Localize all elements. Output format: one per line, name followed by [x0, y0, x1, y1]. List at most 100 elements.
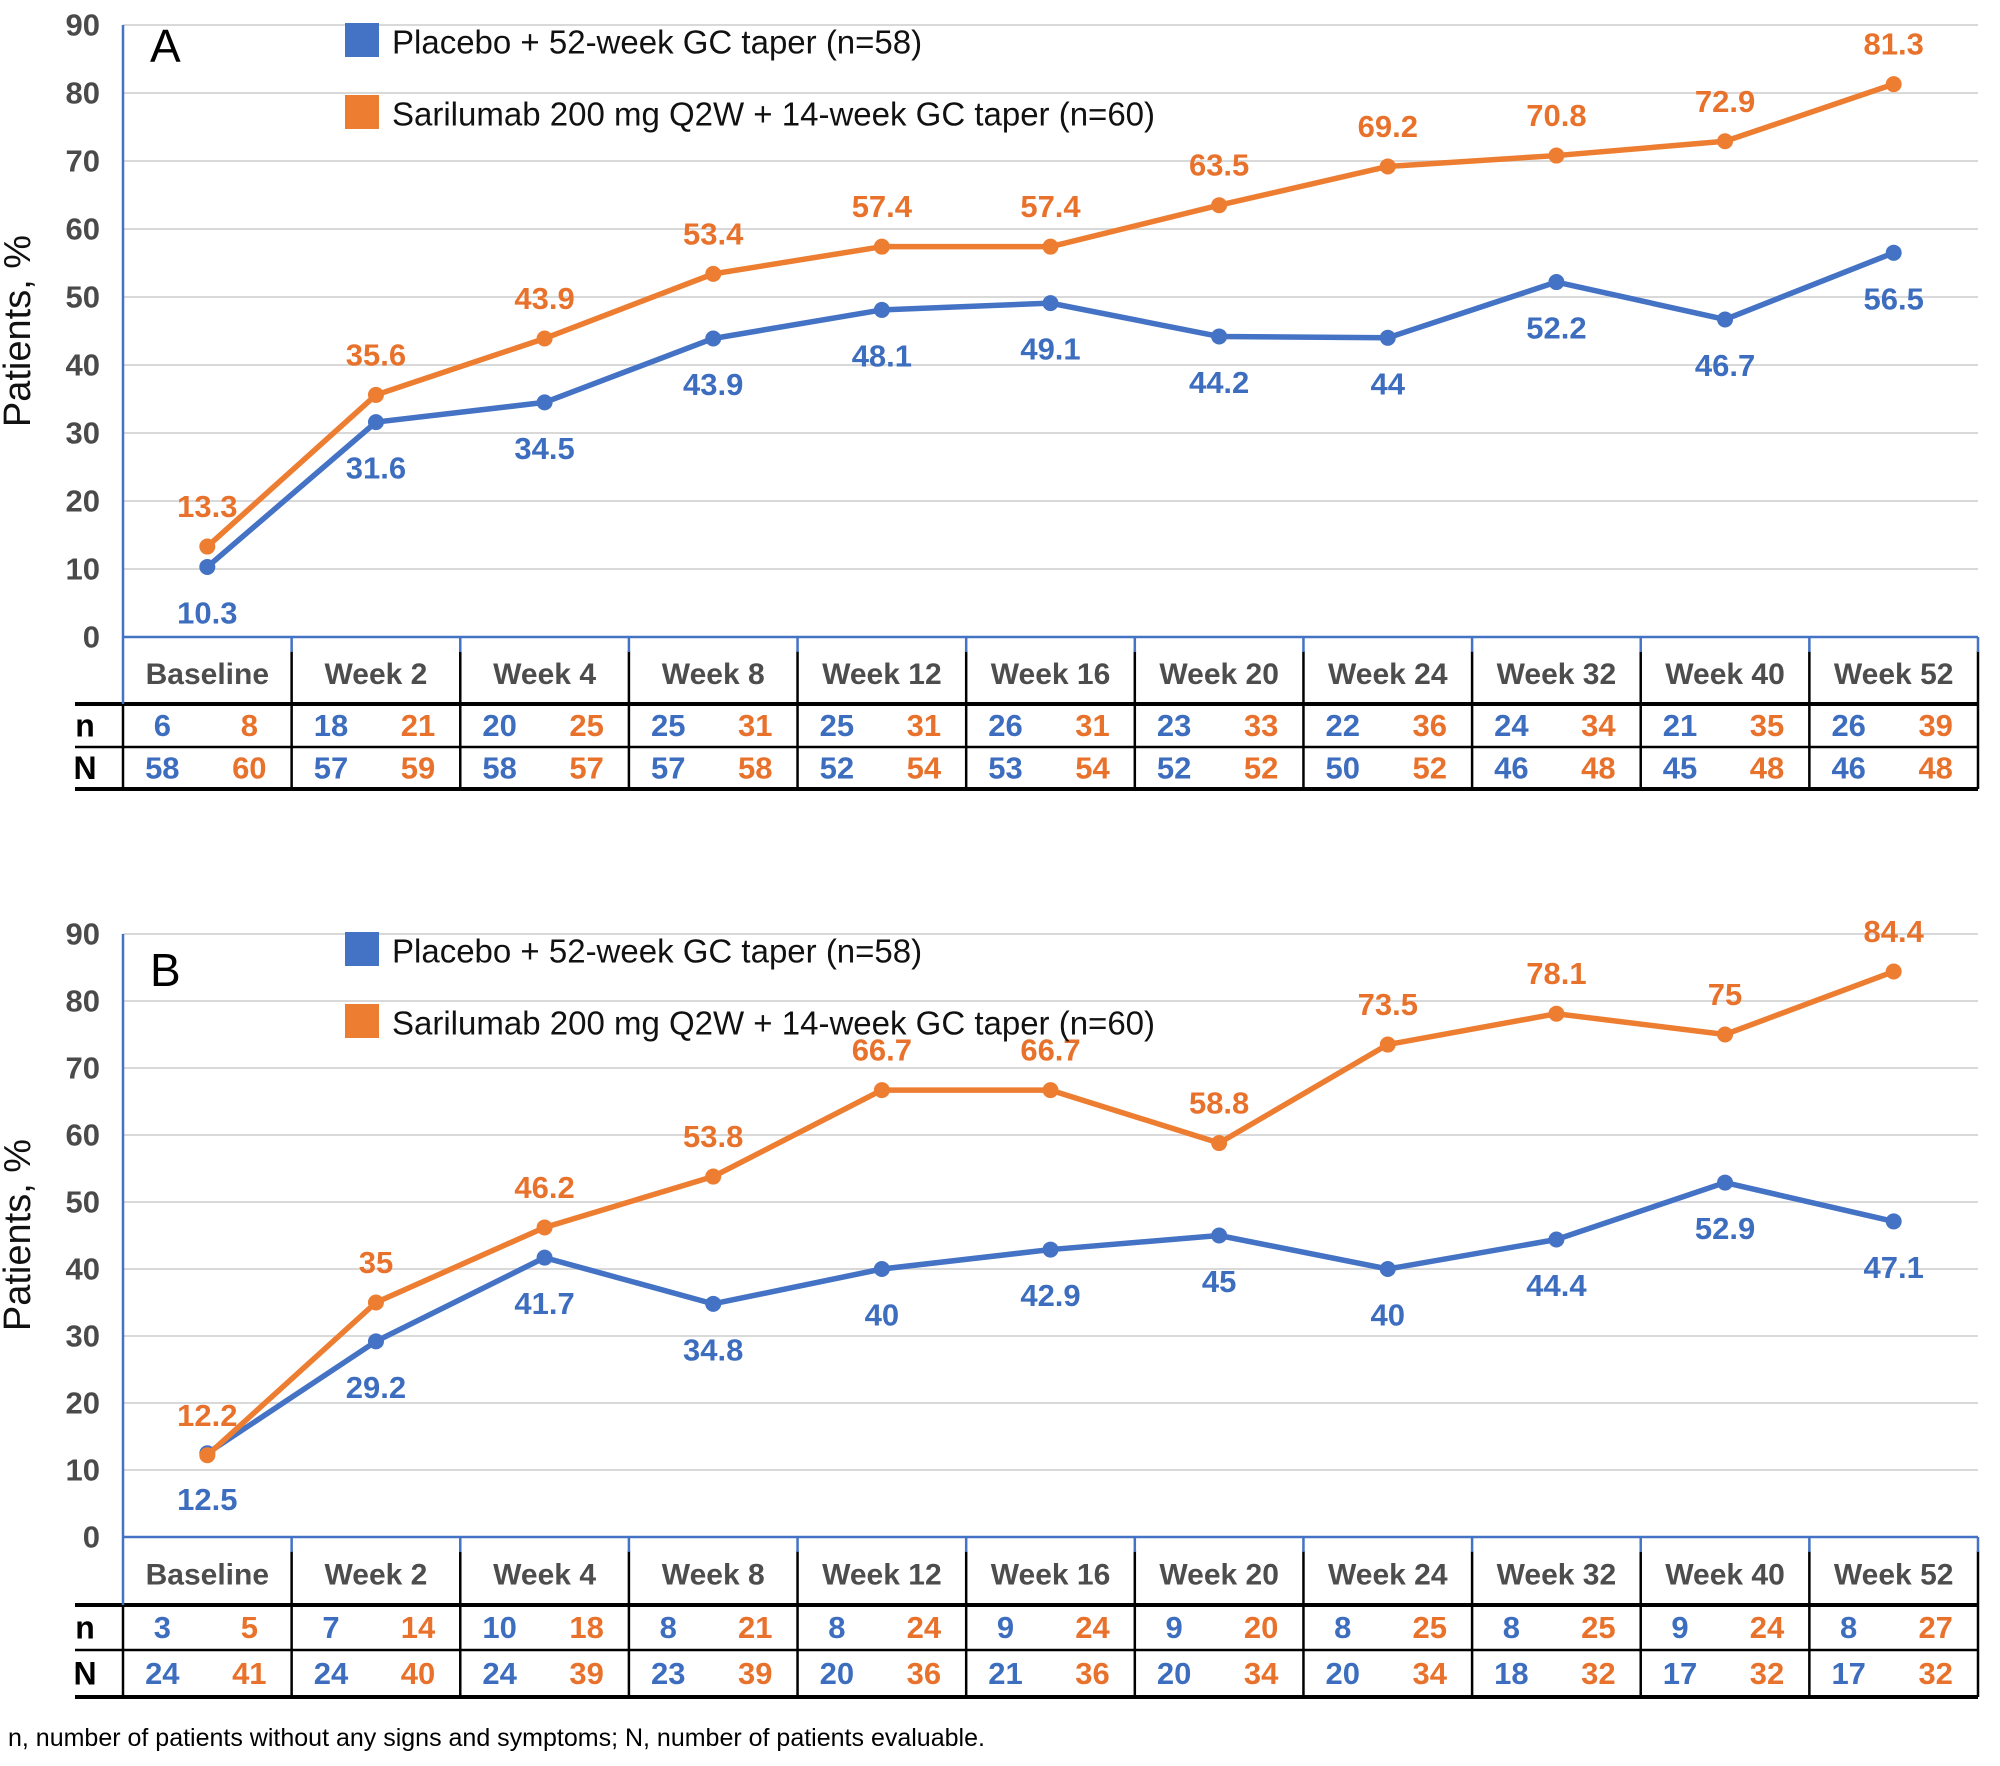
sarilumab-table-value: 58	[738, 751, 772, 786]
data-table	[75, 1551, 1980, 1699]
y-tick-label: 70	[66, 144, 100, 179]
data-labels: 12.5 29.2 41.7 34.8 40 42.9 45 40 44.4 52.9 47.1 12…	[177, 914, 1924, 1517]
placebo-marker	[1042, 1241, 1059, 1258]
sarilumab-table-value: 18	[569, 1610, 603, 1645]
sarilumab-table-value: 35	[1750, 708, 1784, 743]
axes	[121, 934, 1980, 1605]
placebo-marker	[1548, 274, 1565, 291]
sarilumab-table-value: 48	[1750, 751, 1784, 786]
panel-a: 0 10 20 30 40 50 60 70 80 90 Patients, % 10.3 31.6 34…	[0, 8, 1980, 791]
sarilumab-data-label: 58.8	[1189, 1086, 1249, 1121]
placebo-table-value: 20	[1326, 1656, 1360, 1691]
placebo-table-value: 8	[1503, 1610, 1520, 1645]
placebo-table-value: 21	[1663, 708, 1697, 743]
placebo-marker	[873, 1261, 890, 1277]
category-header: Week 4	[493, 1559, 596, 1592]
placebo-data-label: 52.2	[1526, 311, 1586, 346]
sarilumab-table-value: 36	[1075, 1656, 1109, 1691]
placebo-data-label: 10.3	[177, 595, 237, 630]
y-tick-label: 0	[83, 1520, 100, 1555]
placebo-table-value: 53	[988, 751, 1022, 786]
sarilumab-table-value: 31	[907, 708, 941, 743]
placebo-marker	[1379, 329, 1396, 346]
y-tick-label: 40	[66, 348, 100, 383]
sarilumab-table-value: 21	[738, 1610, 772, 1645]
category-header: Week 8	[662, 1559, 765, 1592]
placebo-table-value: 24	[482, 1656, 517, 1691]
placebo-table-value: 17	[1831, 1656, 1865, 1691]
placebo-data-label: 44.2	[1189, 365, 1249, 400]
sarilumab-line	[204, 81, 1897, 550]
sarilumab-marker	[1885, 76, 1902, 93]
sarilumab-data-label: 35	[359, 1245, 393, 1280]
sarilumab-data-label: 46.2	[514, 1170, 574, 1205]
legend: Placebo + 52-week GC taper (n=58) Sarilum…	[345, 932, 1155, 1042]
placebo-table-value: 58	[482, 751, 516, 786]
sarilumab-table-value: 34	[1413, 1656, 1448, 1691]
placebo-table-value: 23	[651, 1656, 685, 1691]
sarilumab-data-label: 35.6	[346, 337, 406, 372]
series-placebo	[199, 1174, 1902, 1462]
placebo-table-value: 9	[997, 1610, 1014, 1645]
sarilumab-table-value: 31	[1075, 708, 1109, 743]
placebo-data-label: 34.5	[514, 431, 574, 466]
sarilumab-data-label: 57.4	[852, 189, 913, 224]
panel-b: 0 10 20 30 40 50 60 70 80 90 Patients, % 12.5 29.2 41…	[0, 914, 1980, 1699]
y-tick-label: 10	[66, 1453, 100, 1488]
placebo-data-label: 52.9	[1695, 1211, 1755, 1246]
sarilumab-table-value: 25	[1581, 1610, 1615, 1645]
placebo-table-value: 8	[660, 1610, 677, 1645]
sarilumab-marker	[1211, 1135, 1228, 1152]
sarilumab-table-value: 8	[241, 708, 258, 743]
placebo-data-label: 29.2	[346, 1370, 406, 1405]
placebo-table-value: 57	[651, 751, 685, 786]
sarilumab-data-label: 75	[1708, 977, 1742, 1012]
placebo-marker	[536, 1249, 553, 1266]
y-tick-label: 20	[66, 1386, 100, 1421]
placebo-table-value: 18	[1494, 1656, 1528, 1691]
sarilumab-data-label: 66.7	[852, 1033, 912, 1068]
sarilumab-table-value: 33	[1244, 708, 1278, 743]
placebo-table-value: 57	[314, 751, 348, 786]
placebo-legend-label: Placebo + 52-week GC taper (n=58)	[392, 24, 922, 61]
placebo-table-value: 20	[820, 1656, 854, 1691]
sarilumab-table-value: 40	[401, 1656, 435, 1691]
sarilumab-marker	[367, 386, 384, 403]
placebo-table-value: 6	[154, 708, 171, 743]
category-header: Week 20	[1159, 658, 1279, 691]
category-header: Week 16	[991, 1559, 1111, 1592]
placebo-table-value: 58	[145, 751, 179, 786]
placebo-table-value: 46	[1494, 751, 1528, 786]
placebo-table-value: 18	[314, 708, 348, 743]
placebo-table-value: 52	[820, 751, 854, 786]
placebo-table-value: 23	[1157, 708, 1191, 743]
placebo-marker	[1379, 1261, 1396, 1277]
category-header: Week 2	[325, 658, 428, 691]
sarilumab-marker	[873, 1082, 890, 1099]
placebo-table-value: 24	[314, 1656, 349, 1691]
sarilumab-table-value: 54	[907, 751, 942, 786]
placebo-table-value: 24	[1494, 708, 1529, 743]
sarilumab-marker	[1211, 197, 1228, 214]
panel-letter: B	[150, 944, 181, 996]
sarilumab-table-value: 32	[1918, 1656, 1952, 1691]
sarilumab-marker	[367, 1294, 384, 1311]
sarilumab-table-value: 57	[569, 751, 603, 786]
placebo-data-label: 31.6	[346, 451, 406, 486]
sarilumab-marker	[536, 330, 553, 347]
sarilumab-data-label: 84.4	[1864, 914, 1925, 949]
sarilumab-table-value: 41	[232, 1656, 266, 1691]
sarilumab-marker	[199, 1447, 216, 1464]
sarilumab-table-value: 5	[241, 1610, 258, 1645]
sarilumab-data-label: 53.4	[683, 216, 744, 251]
sarilumab-table-value: 39	[1918, 708, 1952, 743]
series-placebo	[199, 244, 1902, 575]
placebo-data-label: 34.8	[683, 1332, 743, 1367]
placebo-table-value: 10	[482, 1610, 516, 1645]
sarilumab-table-value: 36	[907, 1656, 941, 1691]
category-header: Week 12	[822, 658, 942, 691]
legend: Placebo + 52-week GC taper (n=58) Sarilum…	[345, 23, 1155, 133]
category-header: Week 12	[822, 1559, 942, 1592]
placebo-data-label: 47.1	[1864, 1250, 1924, 1285]
